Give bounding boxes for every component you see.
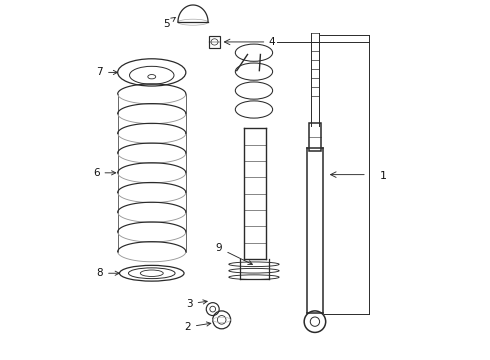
Text: 3: 3 (186, 299, 207, 309)
Bar (209, 36, 220, 48)
Text: 5: 5 (163, 17, 175, 29)
Bar (309, 123, 321, 151)
Text: 4: 4 (269, 37, 275, 47)
Text: 2: 2 (184, 322, 211, 332)
Text: 1: 1 (380, 171, 387, 181)
Text: 6: 6 (93, 168, 116, 178)
Text: 9: 9 (216, 243, 252, 265)
Text: 8: 8 (97, 268, 119, 278)
Text: 7: 7 (97, 67, 118, 77)
